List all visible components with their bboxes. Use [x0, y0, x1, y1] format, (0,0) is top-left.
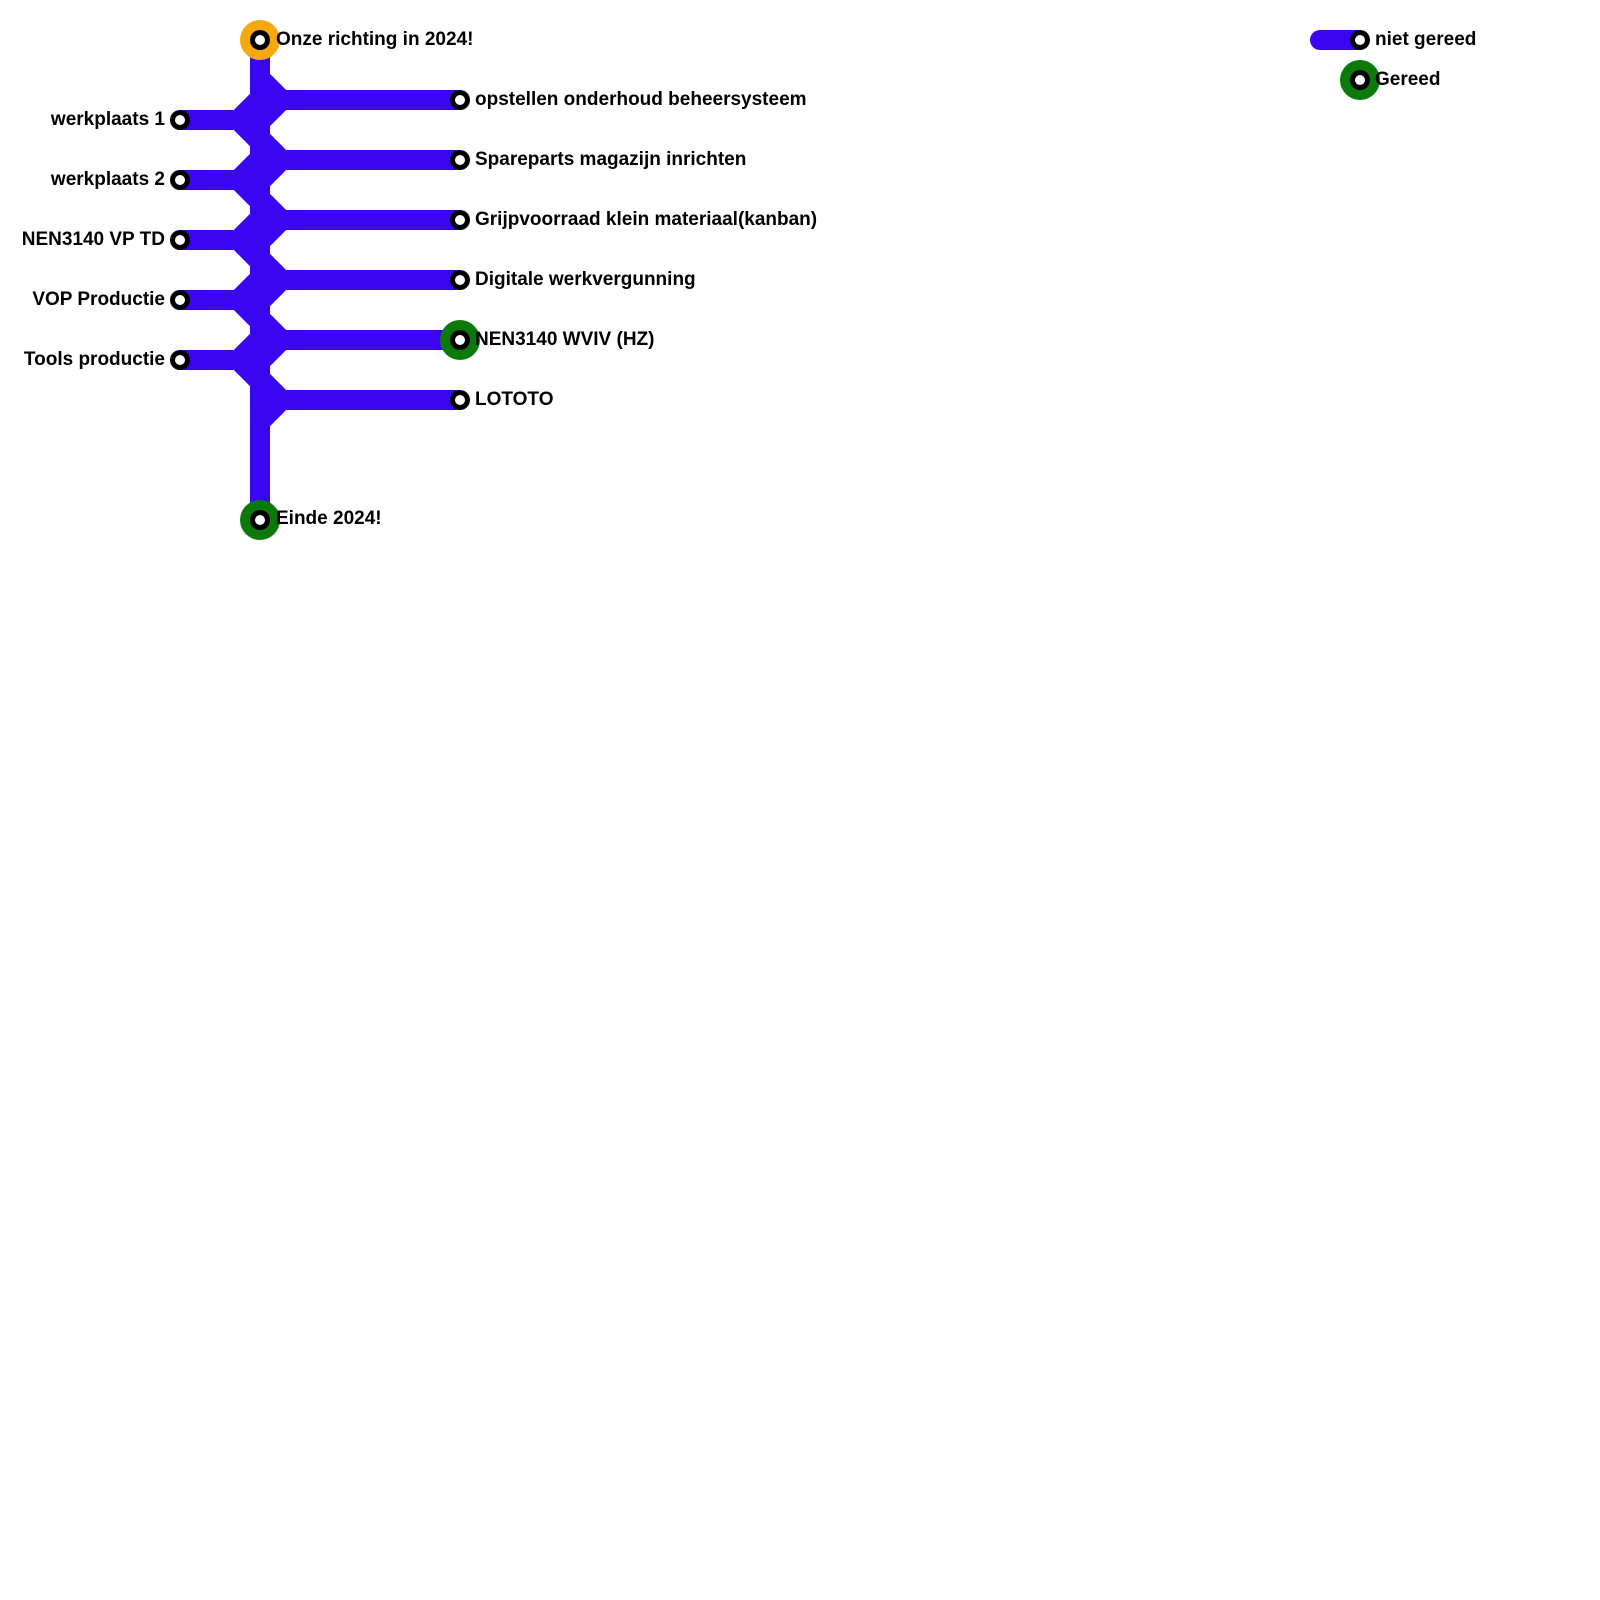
left-branch-merge-2 [230, 150, 268, 188]
legend-done-label: Gereed [1375, 69, 1440, 90]
right-branch-label-5: NEN3140 WVIV (HZ) [475, 329, 654, 350]
right-branch-merge-5 [252, 332, 290, 370]
right-branch-station-6-center [455, 395, 465, 405]
right-branch-label-4: Digitale werkvergunning [475, 269, 696, 290]
legend-not-done-station-center [1355, 35, 1365, 45]
right-branch-station-6 [450, 390, 470, 410]
right-branch-label-1: opstellen onderhoud beheersysteem [475, 89, 807, 110]
right-branch-label-6: LOTOTO [475, 389, 553, 410]
label-layer: Onze richting in 2024! Einde 2024! werkp… [22, 29, 1477, 529]
right-branch-station-2-center [455, 155, 465, 165]
left-branch-label-1: werkplaats 1 [50, 109, 165, 130]
left-branch-merge-3 [230, 210, 268, 248]
right-branch-merge-1 [252, 92, 290, 130]
right-branch-line-1 [252, 70, 458, 110]
start-station-center [255, 35, 265, 45]
right-branch-station-5 [440, 320, 480, 360]
right-branch-merge-6 [252, 392, 290, 430]
left-branch-label-2: werkplaats 2 [50, 169, 165, 190]
right-branch-station-1-center [455, 95, 465, 105]
station-layer [170, 20, 1380, 540]
left-branch-station-1-center [175, 115, 185, 125]
right-branch-label-3: Grijpvoorraad klein materiaal(kanban) [475, 209, 817, 230]
end-station [240, 500, 280, 540]
legend-done-station-center [1355, 75, 1365, 85]
left-branch-label-5: Tools productie [24, 349, 165, 370]
right-branch-line-6 [252, 370, 458, 410]
right-branch-station-3 [450, 210, 470, 230]
left-branch-merge-1 [230, 90, 268, 128]
left-branch-station-4-center [175, 295, 185, 305]
legend-not-done-label: niet gereed [1375, 29, 1476, 50]
left-branch-merge-4 [230, 270, 268, 308]
right-branch-station-4 [450, 270, 470, 290]
right-branch-station-1 [450, 90, 470, 110]
left-branch-station-3-center [175, 235, 185, 245]
left-branch-station-5-center [175, 355, 185, 365]
line-layer [178, 30, 1368, 520]
left-branch-label-3: NEN3140 VP TD [22, 229, 165, 250]
start-station [240, 20, 280, 60]
legend-done-station [1340, 60, 1380, 100]
right-branch-line-4 [252, 250, 458, 290]
right-branch-station-3-center [455, 215, 465, 225]
right-branch-label-2: Spareparts magazijn inrichten [475, 149, 746, 170]
right-branch-merge-4 [252, 272, 290, 310]
left-branch-station-3 [170, 230, 190, 250]
left-branch-station-2 [170, 170, 190, 190]
right-branch-line-5 [252, 310, 458, 350]
right-branch-station-2 [450, 150, 470, 170]
end-station-center [255, 515, 265, 525]
end-label: Einde 2024! [276, 508, 382, 529]
left-branch-merge-5 [230, 330, 268, 368]
right-branch-merge-3 [252, 212, 290, 250]
left-branch-station-5 [170, 350, 190, 370]
left-branch-station-1 [170, 110, 190, 130]
legend-not-done-station [1350, 30, 1370, 50]
right-branch-line-2 [252, 130, 458, 170]
right-branch-station-4-center [455, 275, 465, 285]
left-branch-station-4 [170, 290, 190, 310]
right-branch-merge-2 [252, 152, 290, 190]
right-branch-line-3 [252, 190, 458, 230]
left-branch-label-4: VOP Productie [32, 289, 165, 310]
start-label: Onze richting in 2024! [276, 29, 473, 50]
right-branch-station-5-center [455, 335, 465, 345]
left-branch-station-2-center [175, 175, 185, 185]
